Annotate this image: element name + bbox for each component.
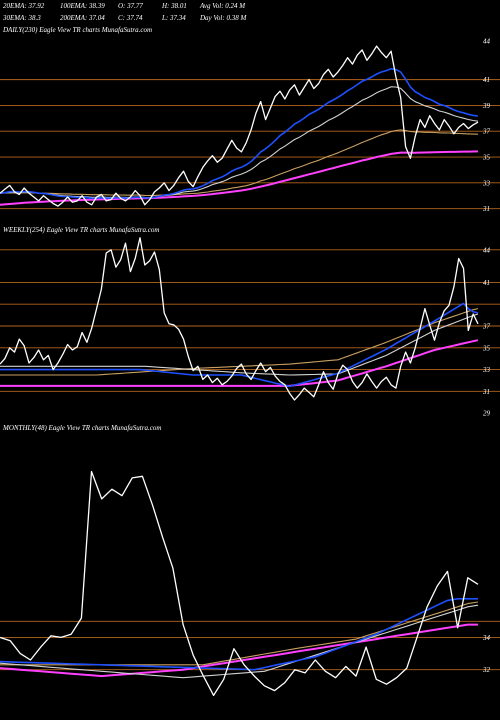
daily-ema20-line xyxy=(0,67,479,200)
weekly-ema_mid-line xyxy=(0,313,479,376)
monthly-ema_major-line xyxy=(0,623,478,678)
daily-panel-title: DAILY(230) Eagle View TR charts MunafaSu… xyxy=(3,26,153,34)
daily-chart-panel: 44 41 39 37 35 33 31 xyxy=(0,37,500,213)
weekly-y-tick-label: 37 xyxy=(482,323,491,331)
weekly-y-tick-label: 33 xyxy=(482,366,491,374)
monthly-y-tick-label: 32 xyxy=(482,666,491,674)
weekly-ema_long-line xyxy=(0,308,479,376)
weekly-y-tick-label: 35 xyxy=(482,344,491,352)
weekly-y-tick-label: 44 xyxy=(483,246,491,254)
weekly-ema_major-line xyxy=(0,339,479,387)
header-close: C: 37.74 xyxy=(118,14,143,22)
header-ema100: 100EMA: 38.39 xyxy=(60,2,105,10)
weekly-price-line xyxy=(0,237,479,401)
daily-price-line xyxy=(0,45,479,207)
weekly-y-tick-label: 41 xyxy=(483,279,490,287)
monthly-ema_mid-line xyxy=(0,604,479,679)
weekly-y-tick-label: 29 xyxy=(483,410,491,418)
daily-y-tick-label: 33 xyxy=(482,179,491,187)
header-ema20: 20EMA: 37.92 xyxy=(3,2,45,10)
header-ema200: 200EMA: 37.04 xyxy=(60,14,105,22)
daily-ema200-line xyxy=(0,150,479,206)
weekly-chart-panel: 44 41 37 35 33 31 29 xyxy=(0,237,500,418)
weekly-y-tick-label: 31 xyxy=(482,388,490,396)
header-open: O: 37.77 xyxy=(118,2,143,10)
monthly-price-line xyxy=(0,470,479,697)
daily-y-tick-label: 39 xyxy=(482,102,491,110)
header-ema30: 30EMA: 38.3 xyxy=(3,14,41,22)
header-avg-volume: Avg Vol: 0.24 M xyxy=(200,2,246,10)
header-low: L: 37.34 xyxy=(162,14,186,22)
daily-ema30-line xyxy=(0,86,479,199)
monthly-chart-panel: 34 32 xyxy=(0,470,500,697)
daily-y-tick-label: 31 xyxy=(482,205,490,213)
daily-ema100-line xyxy=(0,129,479,197)
weekly-ema_short-line xyxy=(0,302,479,388)
header-high: H: 38.01 xyxy=(162,2,187,10)
monthly-y-tick-label: 34 xyxy=(482,634,491,642)
weekly-panel-title: WEEKLY(254) Eagle View TR charts MunafaS… xyxy=(3,226,160,234)
daily-y-tick-label: 44 xyxy=(483,37,491,45)
monthly-ema_short-line xyxy=(0,598,478,671)
daily-y-tick-label: 37 xyxy=(482,128,491,136)
daily-y-tick-label: 41 xyxy=(483,76,490,84)
header-day-volume: Day Vol: 0.38 M xyxy=(200,14,247,22)
monthly-panel-title: MONTHLY(48) Eagle View TR charts MunafaS… xyxy=(3,424,162,432)
daily-y-tick-label: 35 xyxy=(482,154,491,162)
